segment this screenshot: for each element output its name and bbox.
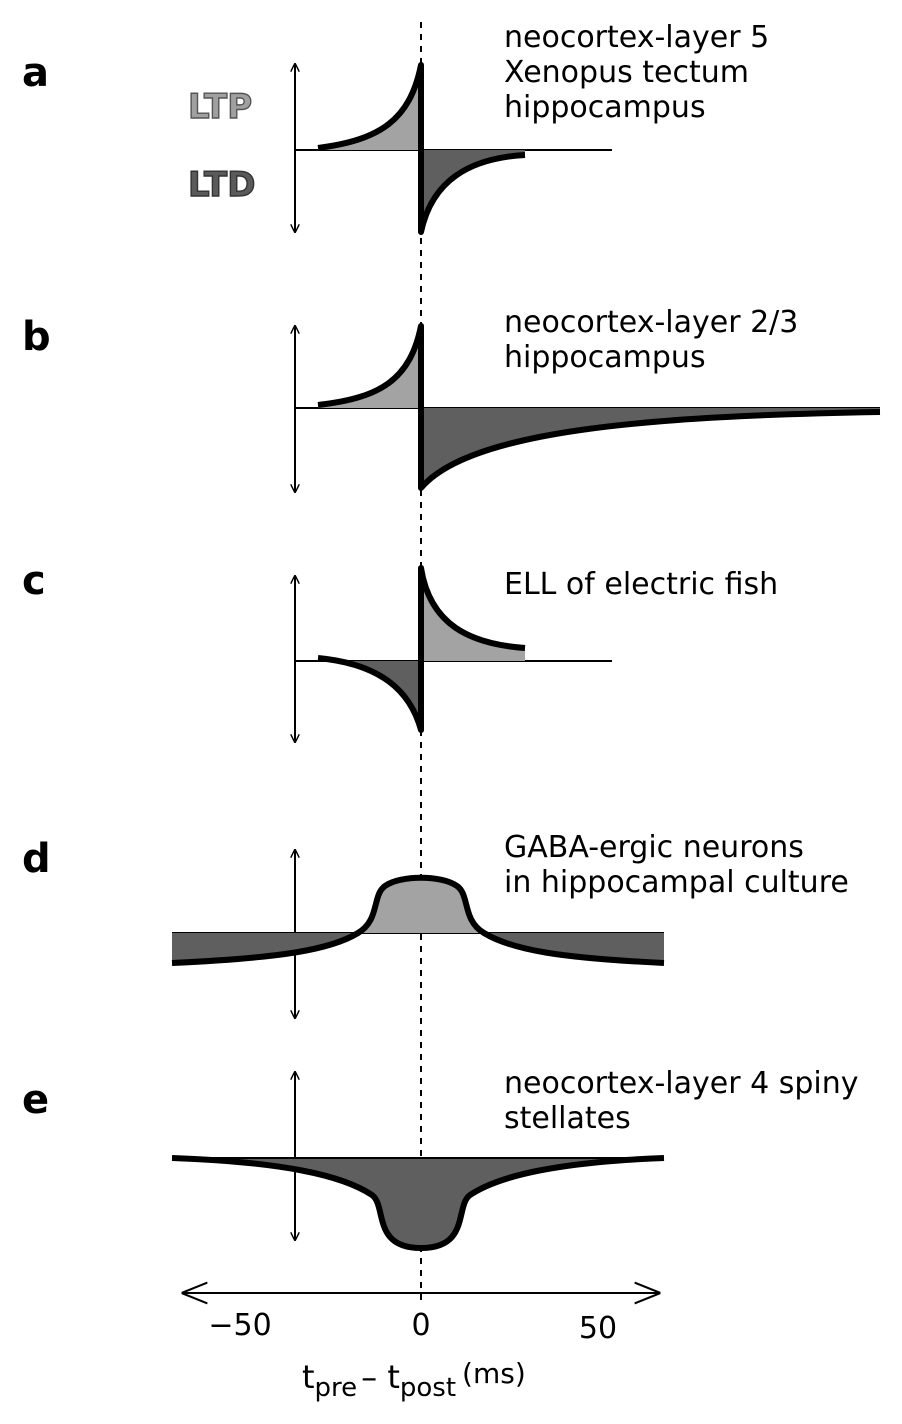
panel-e-desc-line1: neocortex-layer 4 spiny bbox=[504, 1066, 858, 1101]
panel-b: b neocortex-layer 2/3 hippocampus bbox=[22, 305, 881, 492]
tick-label-minus-50: −50 bbox=[208, 1308, 271, 1343]
panel-e-desc-line2: stellates bbox=[504, 1101, 631, 1136]
panel-d-desc-line1: GABA-ergic neurons bbox=[504, 830, 804, 865]
panel-letter-e: e bbox=[22, 1077, 49, 1123]
panel-a-curve bbox=[317, 62, 526, 235]
x-axis-label-t: t bbox=[302, 1358, 315, 1396]
panel-e-curve bbox=[171, 1155, 665, 1251]
panel-a-desc-line1: neocortex-layer 5 bbox=[504, 20, 769, 55]
panel-a-desc-line3: hippocampus bbox=[504, 90, 706, 125]
panel-b-ltp-area bbox=[318, 326, 421, 408]
panel-d: d GABA-ergic neurons in hippocampal cult… bbox=[22, 830, 849, 1018]
panel-b-desc-line2: hippocampus bbox=[504, 340, 706, 375]
tick-label-0: 0 bbox=[411, 1308, 430, 1343]
panel-c: c ELL of electric fish bbox=[22, 558, 778, 742]
x-axis-label-units: (ms) bbox=[462, 1357, 526, 1390]
panel-c-ltp-area bbox=[421, 568, 525, 661]
panel-letter-c: c bbox=[22, 558, 46, 604]
panel-a-desc-line2: Xenopus tectum bbox=[504, 55, 749, 90]
panel-b-desc-line1: neocortex-layer 2/3 bbox=[504, 305, 798, 340]
x-axis-label-post: post bbox=[400, 1373, 456, 1403]
legend-ltd: LTD bbox=[188, 165, 255, 205]
time-axis: −50 0 50 tpre – tpost (ms) bbox=[184, 1293, 658, 1403]
x-axis-label-minus-t: – t bbox=[361, 1358, 400, 1396]
x-axis-label: tpre – tpost (ms) bbox=[302, 1357, 526, 1403]
panel-a-ltp-area bbox=[318, 65, 421, 150]
panel-d-curve bbox=[171, 874, 665, 966]
panel-a-ltd-area bbox=[421, 150, 525, 232]
panel-c-curve bbox=[317, 565, 526, 733]
panel-e-ltd-area bbox=[172, 1158, 664, 1248]
panel-letter-d: d bbox=[22, 836, 51, 882]
panel-b-ltd-area bbox=[421, 408, 880, 488]
panel-a: a LTP LTD neocortex-layer 5 Xenopus tect… bbox=[22, 20, 769, 235]
x-axis-label-pre: pre bbox=[315, 1373, 358, 1403]
panel-c-desc-line1: ELL of electric fish bbox=[504, 567, 778, 602]
panel-c-ltd-area bbox=[318, 658, 421, 730]
legend-ltp: LTP bbox=[188, 87, 252, 127]
panel-b-curve bbox=[317, 323, 881, 491]
panel-d-ltd-area bbox=[172, 928, 664, 963]
panel-d-desc-line2: in hippocampal culture bbox=[504, 865, 849, 900]
panel-letter-a: a bbox=[22, 50, 49, 96]
panel-letter-b: b bbox=[22, 314, 51, 360]
panel-e: e neocortex-layer 4 spiny stellates bbox=[22, 1066, 858, 1251]
panel-d-ltp-area bbox=[358, 877, 484, 933]
tick-label-50: 50 bbox=[579, 1311, 617, 1346]
